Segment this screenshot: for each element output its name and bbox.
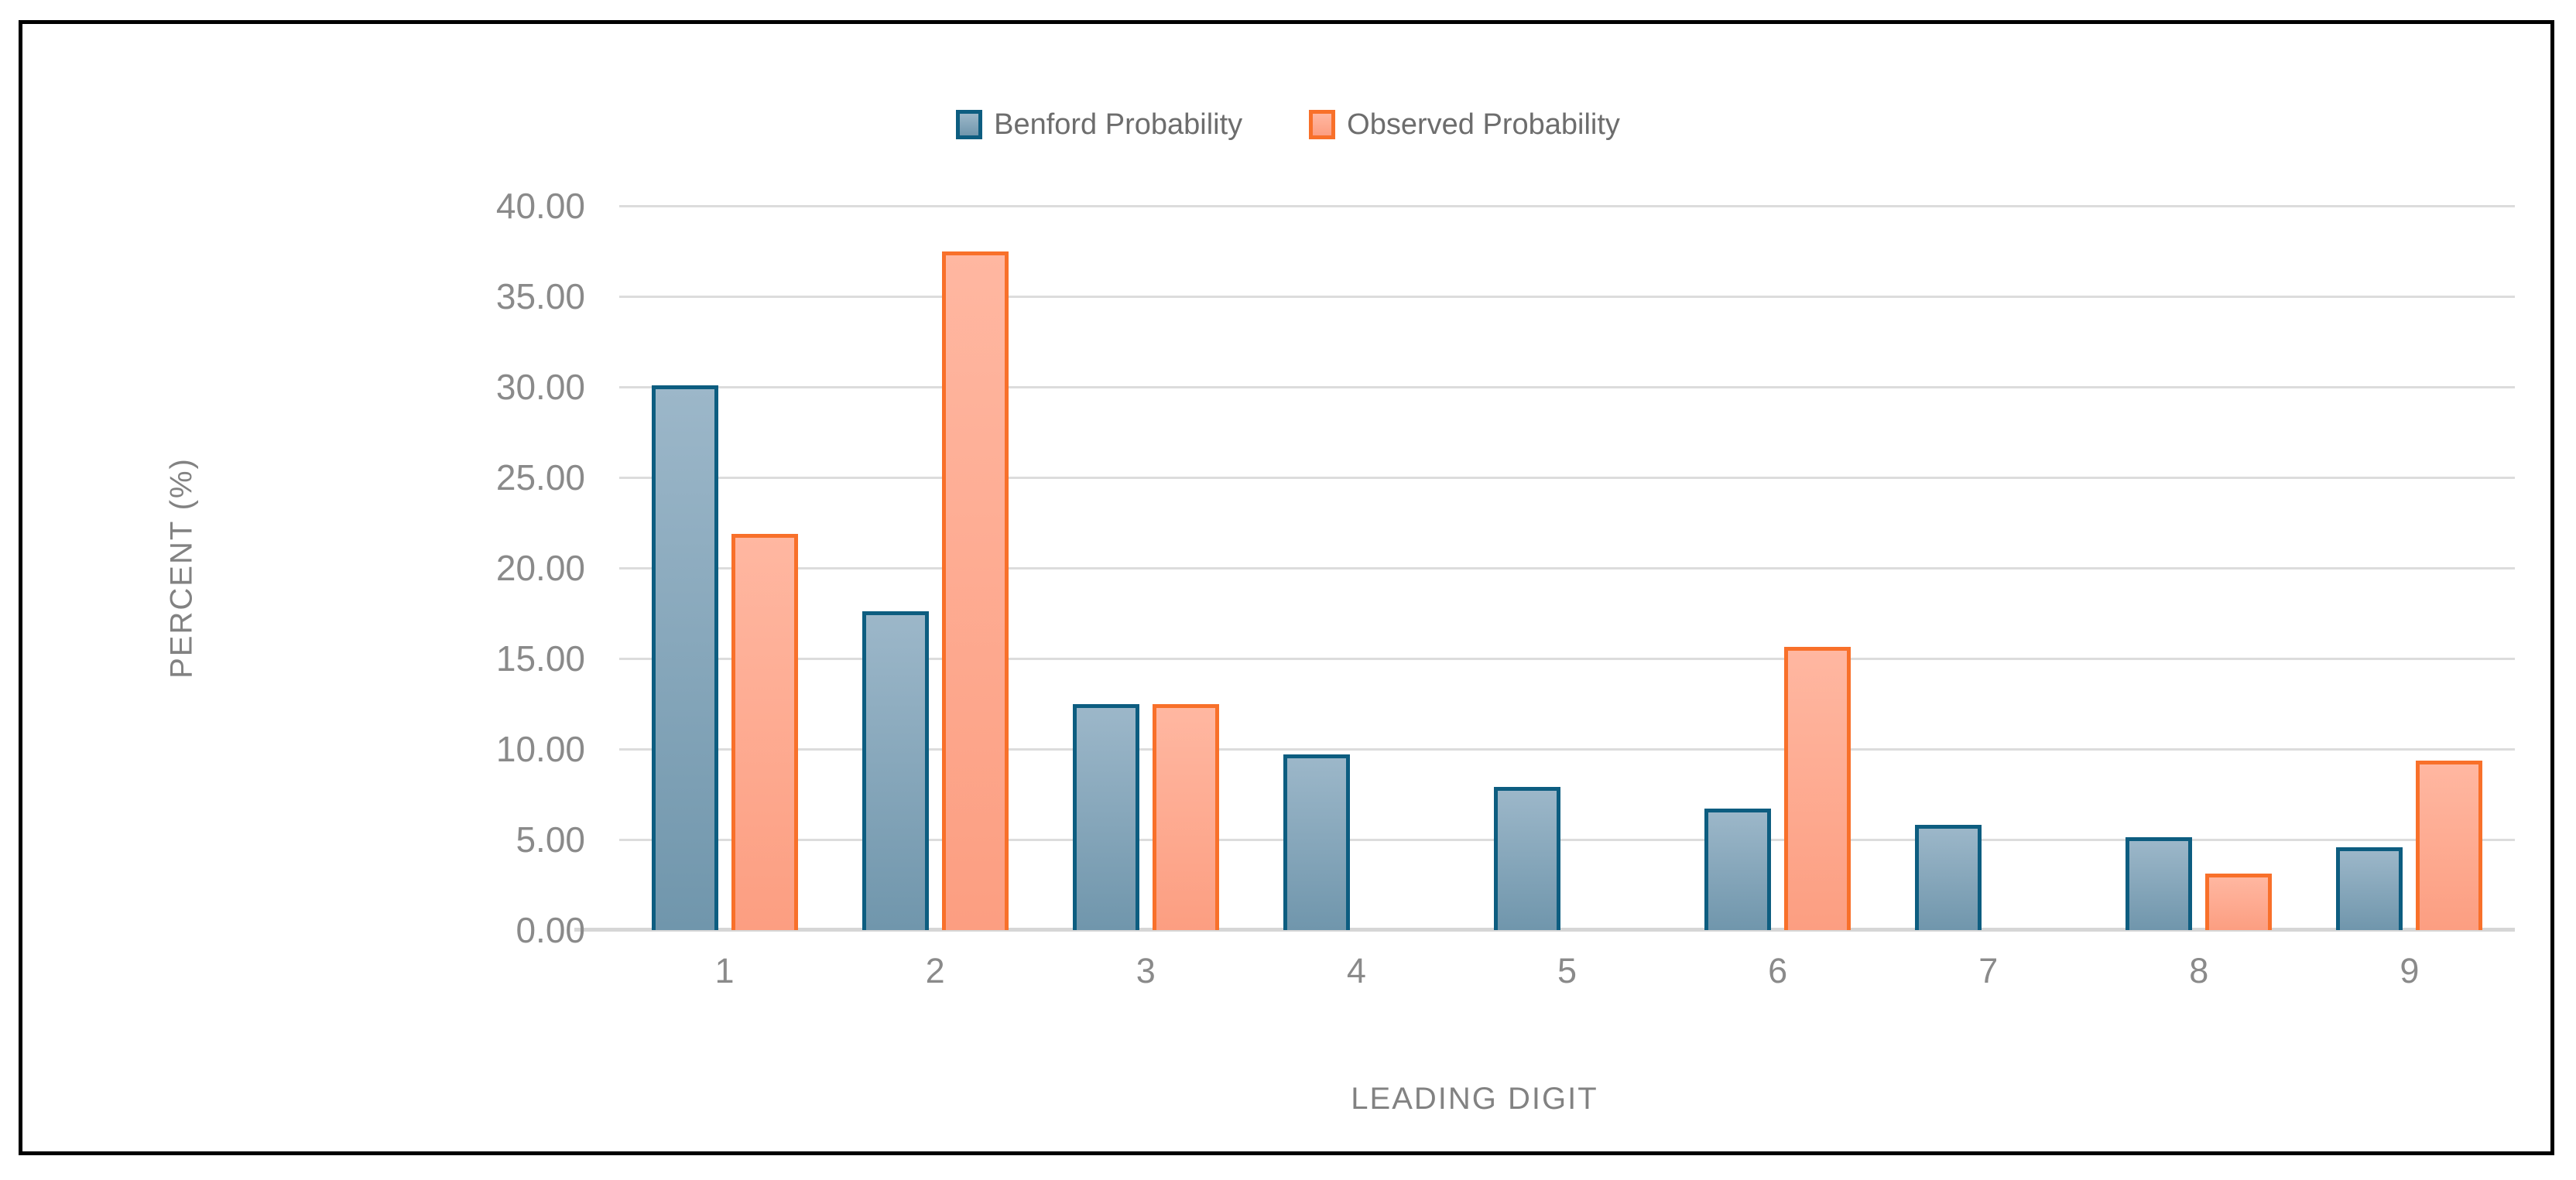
bar-benford-digit-1 xyxy=(651,385,718,930)
y-tick-label: 40.00 xyxy=(495,186,585,226)
gridline xyxy=(619,386,2515,388)
chart-border-frame xyxy=(19,20,2554,1155)
y-tick-label: 10.00 xyxy=(495,729,585,769)
category-group-digit-6 xyxy=(1673,206,1883,930)
x-tick-label: 1 xyxy=(714,951,735,990)
bar-benford-digit-7 xyxy=(1915,825,1982,930)
bar-observed-digit-3 xyxy=(1152,703,1219,930)
y-tick-label: 0.00 xyxy=(516,910,585,950)
x-tick-label: 2 xyxy=(925,951,945,990)
category-group-digit-2 xyxy=(830,206,1040,930)
gridline xyxy=(619,748,2515,751)
plot-area xyxy=(574,205,2515,932)
x-tick-label: 9 xyxy=(2400,951,2420,990)
category-groups xyxy=(619,206,2515,930)
x-tick-label: 4 xyxy=(1346,951,1366,990)
bar-observed-digit-1 xyxy=(731,534,798,930)
y-tick-label: 30.00 xyxy=(495,367,585,407)
category-group-digit-1 xyxy=(619,206,830,930)
y-tick-label: 5.00 xyxy=(516,819,585,860)
category-group-digit-8 xyxy=(2094,206,2304,930)
gridline xyxy=(619,205,2515,207)
y-tick-label: 20.00 xyxy=(495,548,585,588)
x-tick-label: 6 xyxy=(1768,951,1788,990)
x-tick-label: 7 xyxy=(1978,951,1999,990)
bar-benford-digit-6 xyxy=(1704,809,1772,930)
bar-benford-digit-2 xyxy=(862,611,929,930)
gridline xyxy=(619,477,2515,479)
legend-swatch-observed-icon xyxy=(1309,110,1336,139)
legend-label-observed: Observed Probability xyxy=(1347,108,1620,141)
bar-observed-digit-8 xyxy=(2205,873,2273,930)
legend-item-benford: Benford Probability xyxy=(956,110,1242,139)
bar-benford-digit-8 xyxy=(2126,837,2193,930)
legend-swatch-benford-icon xyxy=(956,110,983,139)
legend-item-observed: Observed Probability xyxy=(1309,110,1620,139)
category-group-digit-5 xyxy=(1461,206,1672,930)
bar-benford-digit-5 xyxy=(1493,786,1560,930)
bar-benford-digit-3 xyxy=(1072,703,1139,930)
y-tick-label: 25.00 xyxy=(495,457,585,498)
category-group-digit-7 xyxy=(1883,206,2094,930)
gridline xyxy=(619,296,2515,298)
gridline xyxy=(619,839,2515,841)
gridline xyxy=(619,658,2515,660)
x-axis-title: LEADING DIGIT xyxy=(1351,1082,1598,1116)
x-tick-label: 5 xyxy=(1557,951,1577,990)
category-group-digit-3 xyxy=(1040,206,1251,930)
bar-observed-digit-6 xyxy=(1784,647,1852,930)
category-group-digit-4 xyxy=(1251,206,1461,930)
y-tick-label: 15.00 xyxy=(495,638,585,679)
x-tick-label: 3 xyxy=(1136,951,1156,990)
y-axis-title: PERCENT (%) xyxy=(164,457,199,679)
category-group-digit-9 xyxy=(2304,206,2515,930)
x-axis-tick-labels: 1 2 3 4 5 6 7 8 9 xyxy=(619,953,2515,988)
bar-observed-digit-9 xyxy=(2416,760,2483,930)
legend-label-benford: Benford Probability xyxy=(994,108,1243,141)
y-tick-label: 35.00 xyxy=(495,276,585,316)
bar-benford-digit-9 xyxy=(2336,847,2403,930)
x-tick-label: 8 xyxy=(2189,951,2209,990)
gridline xyxy=(619,567,2515,569)
bar-benford-digit-4 xyxy=(1283,754,1350,930)
legend: Benford Probability Observed Probability xyxy=(0,110,2576,139)
bar-observed-digit-2 xyxy=(941,251,1009,930)
